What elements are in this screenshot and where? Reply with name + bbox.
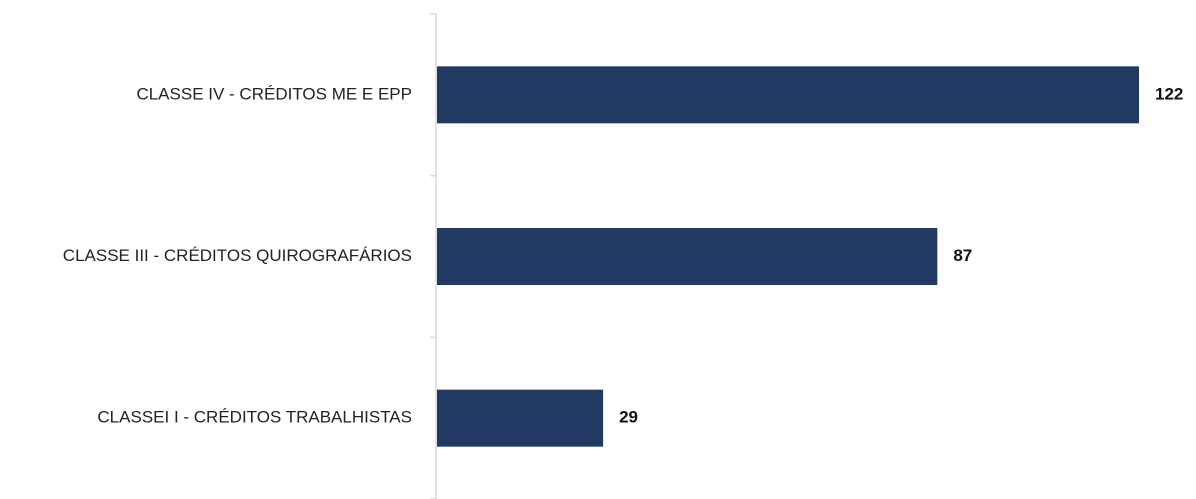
category-label: CLASSE III - CRÉDITOS QUIROGRAFÁRIOS [63, 246, 412, 265]
category-label: CLASSE IV - CRÉDITOS ME E EPP [136, 84, 412, 103]
bar [437, 389, 604, 447]
bar [437, 228, 938, 285]
axis-layer [430, 13, 437, 499]
data-label: 87 [953, 246, 972, 265]
labels-layer: CLASSE IV - CRÉDITOS ME E EPP 122 CLASSE I… [63, 84, 1184, 426]
data-label: 122 [1155, 84, 1183, 103]
bars-layer [437, 66, 1139, 447]
category-label: CLASSEI I - CRÉDITOS TRABALHISTAS [97, 408, 412, 427]
data-label: 29 [619, 408, 638, 427]
bar [437, 66, 1139, 124]
